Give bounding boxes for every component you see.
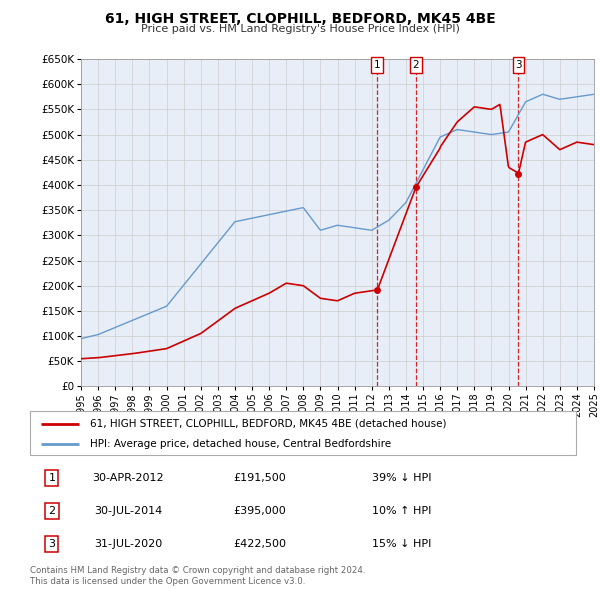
- FancyBboxPatch shape: [30, 411, 576, 455]
- Text: 10% ↑ HPI: 10% ↑ HPI: [371, 506, 431, 516]
- Text: 1: 1: [49, 473, 55, 483]
- Text: 3: 3: [515, 60, 522, 70]
- Text: 31-JUL-2020: 31-JUL-2020: [94, 539, 163, 549]
- Text: 30-APR-2012: 30-APR-2012: [92, 473, 164, 483]
- Text: 1: 1: [374, 60, 380, 70]
- Text: HPI: Average price, detached house, Central Bedfordshire: HPI: Average price, detached house, Cent…: [90, 440, 391, 450]
- Text: £395,000: £395,000: [233, 506, 286, 516]
- Text: £422,500: £422,500: [233, 539, 286, 549]
- Text: Contains HM Land Registry data © Crown copyright and database right 2024.: Contains HM Land Registry data © Crown c…: [30, 566, 365, 575]
- Text: Price paid vs. HM Land Registry's House Price Index (HPI): Price paid vs. HM Land Registry's House …: [140, 24, 460, 34]
- Text: 61, HIGH STREET, CLOPHILL, BEDFORD, MK45 4BE (detached house): 61, HIGH STREET, CLOPHILL, BEDFORD, MK45…: [90, 419, 446, 428]
- Text: 39% ↓ HPI: 39% ↓ HPI: [371, 473, 431, 483]
- Text: 2: 2: [48, 506, 55, 516]
- Text: 2: 2: [413, 60, 419, 70]
- Text: £191,500: £191,500: [233, 473, 286, 483]
- Text: 30-JUL-2014: 30-JUL-2014: [94, 506, 163, 516]
- Text: 61, HIGH STREET, CLOPHILL, BEDFORD, MK45 4BE: 61, HIGH STREET, CLOPHILL, BEDFORD, MK45…: [104, 12, 496, 26]
- Text: 3: 3: [49, 539, 55, 549]
- Text: 15% ↓ HPI: 15% ↓ HPI: [371, 539, 431, 549]
- Text: This data is licensed under the Open Government Licence v3.0.: This data is licensed under the Open Gov…: [30, 577, 305, 586]
